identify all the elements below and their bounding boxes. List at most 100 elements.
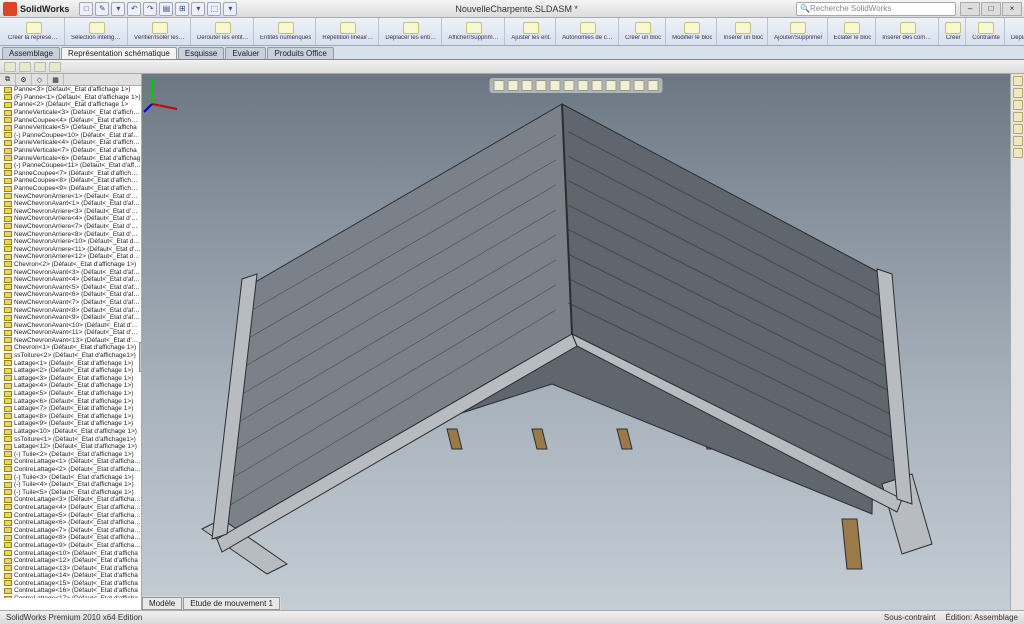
tree-item[interactable]: ContreLattage<16> (Défaut<_Etat d'affich… <box>0 587 141 595</box>
taskpane-icon[interactable] <box>1013 124 1023 134</box>
qat-icon[interactable]: ▾ <box>111 2 125 16</box>
tree-item[interactable]: ContreLattage<3> (Défaut<_Etat d'afficha… <box>0 496 141 504</box>
tree-item[interactable]: ContreLattage<12> (Défaut<_Etat d'affich… <box>0 557 141 565</box>
tree-item[interactable]: PanneCoupee<9> (Défaut<_Etat d'affichage… <box>0 185 141 193</box>
ribbon-button[interactable]: Créer <box>941 18 966 45</box>
tree-item[interactable]: PanneCoupee<7> (Défaut<_Etat d'affichage… <box>0 170 141 178</box>
tree-item[interactable]: NewChevronAvant<9> (Défaut<_Etat d'affic… <box>0 314 141 322</box>
qat-icon[interactable]: ⬚ <box>207 2 221 16</box>
tree-item[interactable]: Lattage<3> (Défaut<_Etat d'affichage 1>) <box>0 375 141 383</box>
ribbon-button[interactable]: Sélection intelligente <box>67 18 128 45</box>
qat-icon[interactable]: □ <box>79 2 93 16</box>
ribbon-button[interactable]: Déplacer les entités <box>381 18 442 45</box>
ribbon-button[interactable]: Vérifier/Isoler les ent... <box>130 18 191 45</box>
tree-item[interactable]: NewChevronArriere<11> (Défaut<_Etat d'af… <box>0 245 141 253</box>
tree-item[interactable]: ContreLattage<6> (Défaut<_Etat d'afficha… <box>0 519 141 527</box>
tree-item[interactable]: NewChevronAvant<1> (Défaut<_Etat d'affic… <box>0 200 141 208</box>
tree-item[interactable]: NewChevronAvant<10> (Défaut<_Etat d'affi… <box>0 321 141 329</box>
close-button[interactable]: × <box>1002 2 1022 16</box>
ribbon-button[interactable]: Déplacer le composant <box>1007 18 1024 45</box>
tree-item[interactable]: (-) Tuile<3> (Défaut<_Etat d'affichage 1… <box>0 473 141 481</box>
tree-item[interactable]: ContreLattage<13> (Défaut<_Etat d'affich… <box>0 564 141 572</box>
tree-item[interactable]: (-) Tuile<2> (Défaut<_Etat d'affichage 1… <box>0 451 141 459</box>
tree-item[interactable]: (-) PanneCoupee<10> (Défaut<_Etat d'affi… <box>0 132 141 140</box>
command-tab[interactable]: Evaluer <box>225 47 266 59</box>
tree-item[interactable]: NewChevronAvant<5> (Défaut<_Etat d'affic… <box>0 283 141 291</box>
command-tab[interactable]: Assemblage <box>2 47 60 59</box>
tree-item[interactable]: ContreLattage<9> (Défaut<_Etat d'afficha… <box>0 542 141 550</box>
ribbon-button[interactable]: Insérer des composants <box>878 18 939 45</box>
command-tab[interactable]: Esquisse <box>178 47 224 59</box>
ribbon-button[interactable]: Contrainte <box>968 18 1005 45</box>
ribbon-button[interactable]: Ajuster les ent. <box>507 18 556 45</box>
tree-tab-icon[interactable]: ◇ <box>32 74 48 85</box>
tree-item[interactable]: NewChevronAvant<3> (Défaut<_Etat d'affic… <box>0 268 141 276</box>
tree-item[interactable]: Panne<3> (Défaut<_Etat d'affichage 1>) <box>0 86 141 94</box>
motion-tab[interactable]: Etude de mouvement 1 <box>183 597 280 610</box>
ribbon-button[interactable]: Modifier le bloc <box>668 18 717 45</box>
ribbon-button[interactable]: Créer la représentation schématique <box>4 18 65 45</box>
minimize-button[interactable]: – <box>960 2 980 16</box>
tree-item[interactable]: NewChevronArriere<3> (Défaut<_Etat d'aff… <box>0 208 141 216</box>
tree-item[interactable]: Panne<2> (Défaut<_Etat d'affichage 1> <box>0 101 141 109</box>
tree-item[interactable]: Chevron<2> (Défaut<_Etat d'affichage 1>) <box>0 261 141 269</box>
tree-tab-icon[interactable]: ⚙ <box>16 74 32 85</box>
ribbon-button[interactable]: Autonomies de connexion <box>558 18 619 45</box>
ribbon-button[interactable]: Eclater le bloc <box>830 18 877 45</box>
subtool-icon[interactable] <box>4 62 16 72</box>
tree-item[interactable]: PanneCoupee<8> (Défaut<_Etat d'affichage… <box>0 177 141 185</box>
ribbon-button[interactable]: Créer un bloc <box>621 18 666 45</box>
tree-item[interactable]: ssToiture<2> (Défaut<_Etat d'affichage1>… <box>0 352 141 360</box>
tree-item[interactable]: NewChevronAvant<7> (Défaut<_Etat d'affic… <box>0 299 141 307</box>
tree-item[interactable]: (-) PanneCoupee<11> (Défaut<_Etat d'affi… <box>0 162 141 170</box>
tree-item[interactable]: (F) Panne<1> (Défaut<_Etat d'affichage 1… <box>0 94 141 102</box>
tree-item[interactable]: PanneVerticale<6> (Défaut<_Etat d'affich… <box>0 154 141 162</box>
tree-item[interactable]: PanneVerticale<4> (Défaut<_Etat d'affich… <box>0 139 141 147</box>
subtool-icon[interactable] <box>19 62 31 72</box>
tree-item[interactable]: Lattage<8> (Défaut<_Etat d'affichage 1>) <box>0 413 141 421</box>
ribbon-button[interactable]: Insérer un bloc <box>719 18 768 45</box>
subtool-icon[interactable] <box>49 62 61 72</box>
tree-item[interactable]: Lattage<10> (Défaut<_Etat d'affichage 1>… <box>0 428 141 436</box>
taskpane-icon[interactable] <box>1013 112 1023 122</box>
tree-item[interactable]: ContreLattage<2> (Défaut<_Etat d'afficha… <box>0 466 141 474</box>
ribbon-button[interactable]: Dérouter les entités <box>193 18 254 45</box>
tree-item[interactable]: (-) Tuile<5> (Défaut<_Etat d'affichage 1… <box>0 488 141 496</box>
tree-item[interactable]: ContreLattage<8> (Défaut<_Etat d'afficha… <box>0 534 141 542</box>
tree-item[interactable]: ContreLattage<10> (Défaut<_Etat d'affich… <box>0 549 141 557</box>
tree-item[interactable]: PanneVerticale<3> (Défaut<_Etat d'affich… <box>0 109 141 117</box>
taskpane-icon[interactable] <box>1013 100 1023 110</box>
motion-tab[interactable]: Modèle <box>142 597 182 610</box>
tree-tab-icon[interactable]: ▦ <box>48 74 64 85</box>
tree-item[interactable]: ContreLattage<17> (Défaut<_Etat d'affich… <box>0 595 141 598</box>
tree-item[interactable]: NewChevronArriere<8> (Défaut<_Etat d'aff… <box>0 230 141 238</box>
tree-item[interactable]: NewChevronArriere<12> (Défaut<_Etat d'af… <box>0 253 141 261</box>
ribbon-button[interactable]: Répétition linéaire schématique <box>318 18 379 45</box>
qat-icon[interactable]: ▾ <box>191 2 205 16</box>
qat-icon[interactable]: ✎ <box>95 2 109 16</box>
tree-item[interactable]: Lattage<7> (Défaut<_Etat d'affichage 1>) <box>0 405 141 413</box>
tree-item[interactable]: NewChevronArriere<1> (Défaut<_Etat d'aff… <box>0 192 141 200</box>
qat-icon[interactable]: ⊞ <box>175 2 189 16</box>
tree-item[interactable]: NewChevronAvant<6> (Défaut<_Etat d'affic… <box>0 291 141 299</box>
ribbon-button[interactable]: Afficher/Supprimer les relations <box>444 18 505 45</box>
tree-item[interactable]: NewChevronArriere<7> (Défaut<_Etat d'aff… <box>0 223 141 231</box>
taskpane-icon[interactable] <box>1013 136 1023 146</box>
maximize-button[interactable]: □ <box>981 2 1001 16</box>
taskpane-icon[interactable] <box>1013 88 1023 98</box>
qat-icon[interactable]: ↷ <box>143 2 157 16</box>
tree-item[interactable]: Lattage<9> (Défaut<_Etat d'affichage 1>) <box>0 420 141 428</box>
tree-item[interactable]: ContreLattage<7> (Défaut<_Etat d'afficha… <box>0 526 141 534</box>
tree-item[interactable]: Lattage<1> (Défaut<_Etat d'affichage 1>) <box>0 359 141 367</box>
tree-tab-icon[interactable]: ⧉ <box>0 74 16 85</box>
tree-items[interactable]: Panne<3> (Défaut<_Etat d'affichage 1>)(F… <box>0 86 141 598</box>
subtool-icon[interactable] <box>34 62 46 72</box>
tree-item[interactable]: PanneCoupee<4> (Défaut<_Etat d'affichage <box>0 116 141 124</box>
qat-icon[interactable]: ▾ <box>223 2 237 16</box>
taskpane-icon[interactable] <box>1013 76 1023 86</box>
ribbon-button[interactable]: Entités numériques <box>256 18 316 45</box>
tree-item[interactable]: ContreLattage<4> (Défaut<_Etat d'afficha… <box>0 504 141 512</box>
search-input[interactable]: 🔍 Recherche SolidWorks <box>796 2 956 16</box>
tree-item[interactable]: PanneVerticale<7> (Défaut<_Etat d'affich… <box>0 147 141 155</box>
tree-item[interactable]: Lattage<4> (Défaut<_Etat d'affichage 1>) <box>0 382 141 390</box>
